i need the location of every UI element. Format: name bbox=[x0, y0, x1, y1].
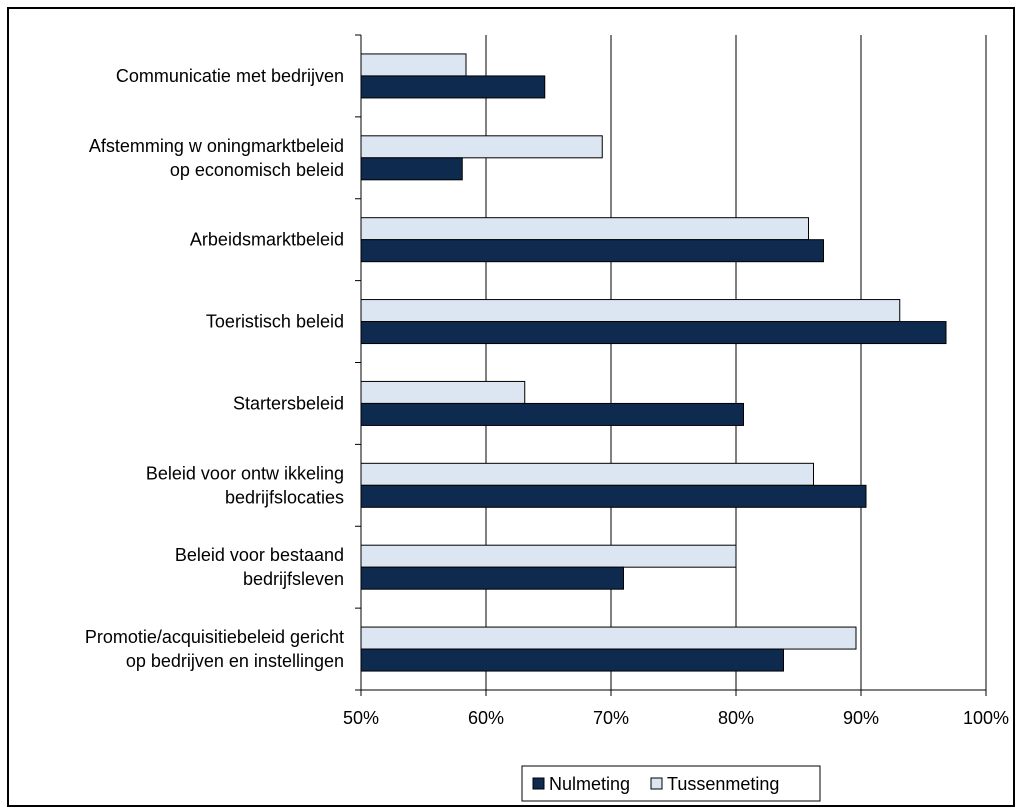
category-label: Arbeidsmarktbeleid bbox=[190, 230, 344, 250]
category-label: op bedrijven en instellingen bbox=[126, 651, 344, 671]
bar-nulmeting bbox=[360, 484, 867, 508]
bar-nulmeting bbox=[360, 402, 744, 426]
bar-nulmeting bbox=[360, 648, 784, 672]
bar-tussenmeting bbox=[360, 217, 809, 241]
bar-nulmeting bbox=[360, 75, 546, 99]
bar-tussenmeting bbox=[360, 299, 901, 323]
axes bbox=[355, 34, 987, 696]
x-tick-label: 90% bbox=[843, 708, 879, 728]
category-label: Startersbeleid bbox=[233, 393, 344, 413]
bar-tussenmeting bbox=[360, 53, 467, 77]
bar-nulmeting bbox=[360, 321, 947, 345]
bar-tussenmeting bbox=[360, 462, 814, 486]
category-labels: Communicatie met bedrijven Afstemming w o… bbox=[85, 66, 344, 671]
legend-swatch-tussenmeting bbox=[650, 777, 663, 790]
category-label: Afstemming w oningmarktbeleid bbox=[89, 136, 344, 156]
bar-nulmeting bbox=[360, 239, 824, 263]
gridlines bbox=[485, 35, 987, 690]
legend-swatch-nulmeting bbox=[532, 777, 545, 790]
category-label: bedrijfsleven bbox=[243, 569, 344, 589]
category-label: bedrijfslocaties bbox=[225, 487, 344, 507]
bar-tussenmeting bbox=[360, 544, 737, 568]
legend-box bbox=[521, 765, 821, 802]
x-tick-label: 50% bbox=[343, 708, 379, 728]
bar-nulmeting bbox=[360, 566, 624, 590]
legend-label-tussenmeting: Tussenmeting bbox=[667, 774, 779, 794]
x-tick-labels: 50% 60% 70% 80% 90% 100% bbox=[343, 708, 1009, 728]
legend: Nulmeting Tussenmeting bbox=[521, 765, 821, 802]
bars bbox=[360, 53, 947, 672]
bar-tussenmeting bbox=[360, 135, 603, 159]
category-label: Toeristisch beleid bbox=[206, 312, 344, 332]
category-label: Promotie/acquisitiebeleid gericht bbox=[85, 627, 344, 647]
bar-tussenmeting bbox=[360, 626, 857, 650]
bar-tussenmeting bbox=[360, 380, 526, 404]
x-tick-label: 100% bbox=[963, 708, 1009, 728]
legend-label-nulmeting: Nulmeting bbox=[549, 774, 630, 794]
x-tick-label: 70% bbox=[593, 708, 629, 728]
bar-nulmeting bbox=[360, 157, 463, 181]
category-label: Beleid voor ontw ikkeling bbox=[146, 463, 344, 483]
category-label: op economisch beleid bbox=[170, 160, 344, 180]
x-tick-label: 80% bbox=[718, 708, 754, 728]
category-label: Communicatie met bedrijven bbox=[116, 66, 344, 86]
category-label: Beleid voor bestaand bbox=[175, 545, 344, 565]
x-tick-label: 60% bbox=[468, 708, 504, 728]
